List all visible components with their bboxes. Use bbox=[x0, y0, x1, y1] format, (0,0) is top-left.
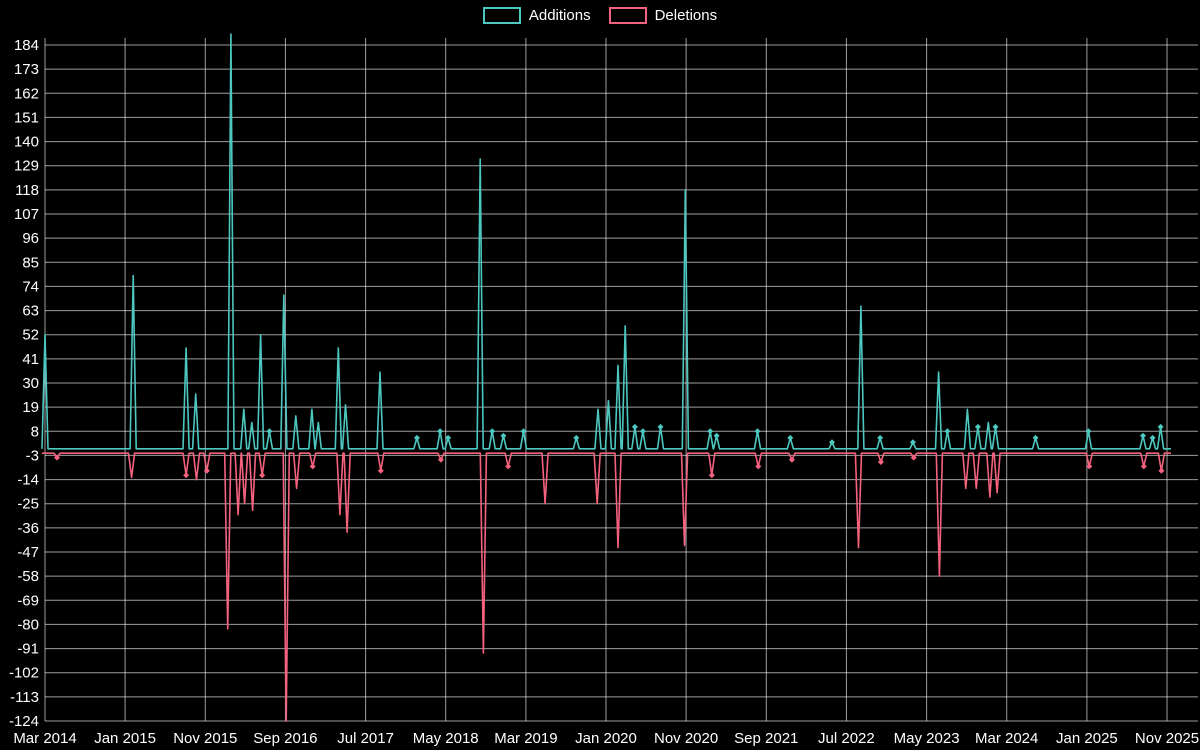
deletions-marker bbox=[1086, 463, 1093, 470]
y-tick-label: 63 bbox=[22, 303, 39, 320]
x-tick-label: Jan 2015 bbox=[94, 730, 156, 747]
additions-marker bbox=[489, 428, 496, 435]
y-tick-label: 151 bbox=[14, 109, 39, 126]
y-tick-label: 41 bbox=[22, 351, 39, 368]
deletions-marker bbox=[755, 463, 762, 470]
deletions-swatch-icon bbox=[608, 7, 647, 24]
y-tick-label: 173 bbox=[14, 61, 39, 78]
additions-marker bbox=[639, 428, 646, 435]
y-tick-label: -80 bbox=[17, 616, 39, 633]
chart-legend: Additions Deletions bbox=[0, 7, 1200, 24]
additions-marker bbox=[787, 434, 794, 441]
legend-item-additions[interactable]: Additions bbox=[482, 7, 591, 24]
additions-marker bbox=[1032, 434, 1039, 441]
additions-marker bbox=[877, 434, 884, 441]
deletions-marker bbox=[54, 454, 60, 461]
y-tick-label: -102 bbox=[9, 665, 39, 682]
x-tick-label: Sep 2021 bbox=[734, 730, 798, 747]
additions-marker bbox=[754, 428, 761, 435]
x-tick-label: Jan 2020 bbox=[575, 730, 637, 747]
deletions-marker bbox=[788, 456, 795, 463]
x-tick-label: Nov 2020 bbox=[654, 730, 718, 747]
additions-marker bbox=[437, 428, 444, 435]
additions-marker bbox=[445, 434, 452, 441]
y-tick-label: 184 bbox=[14, 37, 39, 54]
legend-item-deletions[interactable]: Deletions bbox=[608, 7, 718, 24]
deletions-marker bbox=[377, 467, 384, 474]
y-tick-label: -124 bbox=[9, 713, 39, 730]
y-tick-label: 85 bbox=[22, 254, 39, 271]
x-tick-label: May 2018 bbox=[413, 730, 479, 747]
x-tick-label: Mar 2024 bbox=[975, 730, 1038, 747]
additions-marker bbox=[413, 434, 420, 441]
additions-marker bbox=[992, 423, 999, 430]
deletions-marker bbox=[505, 463, 512, 470]
y-tick-label: 129 bbox=[14, 158, 39, 175]
additions-marker bbox=[944, 428, 951, 435]
y-tick-label: -58 bbox=[17, 568, 39, 585]
y-tick-label: 52 bbox=[22, 327, 39, 344]
x-tick-label: Jul 2022 bbox=[818, 730, 875, 747]
x-tick-label: Sep 2016 bbox=[253, 730, 317, 747]
additions-marker bbox=[974, 423, 981, 430]
y-tick-label: 140 bbox=[14, 134, 39, 151]
legend-label-deletions: Deletions bbox=[654, 7, 718, 24]
deletions-marker bbox=[437, 456, 444, 463]
additions-marker bbox=[1085, 428, 1092, 435]
y-tick-label: 30 bbox=[22, 375, 39, 392]
additions-marker bbox=[266, 428, 273, 435]
y-tick-label: -91 bbox=[17, 641, 39, 658]
additions-line bbox=[41, 33, 1171, 450]
y-tick-label: 74 bbox=[22, 278, 39, 295]
y-tick-label: -113 bbox=[10, 689, 39, 706]
deletions-marker bbox=[708, 472, 715, 479]
additions-marker bbox=[1149, 434, 1156, 441]
deletions-marker bbox=[910, 454, 917, 461]
y-tick-label: 19 bbox=[22, 399, 39, 416]
additions-marker bbox=[631, 423, 638, 430]
x-tick-label: Mar 2014 bbox=[13, 730, 76, 747]
y-tick-label: -14 bbox=[17, 472, 39, 489]
y-tick-label: 118 bbox=[15, 182, 39, 199]
deletions-marker bbox=[203, 467, 210, 474]
deletions-marker bbox=[1158, 467, 1165, 474]
y-tick-label: -3 bbox=[26, 447, 39, 464]
deletions-marker bbox=[183, 472, 190, 479]
y-tick-label: -36 bbox=[17, 520, 39, 537]
deletions-marker bbox=[1140, 463, 1147, 470]
additions-marker bbox=[573, 434, 580, 441]
additions-marker bbox=[1140, 432, 1146, 439]
y-tick-label: 107 bbox=[14, 206, 39, 223]
additions-marker bbox=[707, 428, 714, 435]
x-tick-label: Mar 2019 bbox=[494, 730, 557, 747]
additions-marker bbox=[909, 439, 916, 446]
y-tick-label: 8 bbox=[31, 423, 39, 440]
deletions-marker bbox=[259, 472, 266, 479]
x-tick-label: Jul 2017 bbox=[337, 730, 394, 747]
x-tick-label: Jan 2025 bbox=[1056, 730, 1118, 747]
additions-marker bbox=[829, 439, 835, 446]
additions-marker bbox=[713, 432, 720, 439]
additions-swatch-icon bbox=[482, 7, 521, 24]
additions-marker bbox=[500, 432, 507, 439]
x-tick-label: Nov 2015 bbox=[173, 730, 237, 747]
deletions-marker bbox=[309, 463, 316, 470]
additions-marker bbox=[1157, 423, 1164, 430]
x-tick-label: May 2023 bbox=[894, 730, 960, 747]
y-tick-label: -47 bbox=[17, 544, 39, 561]
x-tick-label: Nov 2025 bbox=[1135, 730, 1199, 747]
additions-marker bbox=[657, 423, 664, 430]
deletions-marker bbox=[877, 459, 884, 465]
y-tick-label: 162 bbox=[14, 85, 39, 102]
y-tick-label: -25 bbox=[17, 496, 39, 513]
y-tick-label: -69 bbox=[17, 592, 39, 609]
legend-label-additions: Additions bbox=[528, 7, 591, 24]
y-tick-label: 96 bbox=[22, 230, 39, 247]
additions-marker bbox=[520, 428, 527, 435]
